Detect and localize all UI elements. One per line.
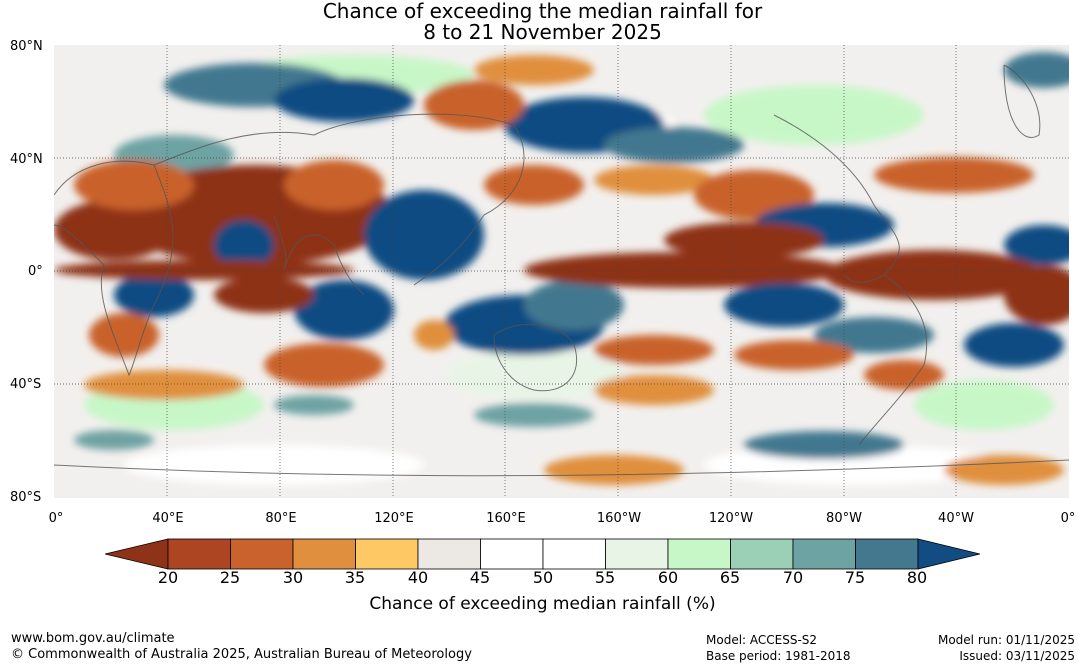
colorbar-label: Chance of exceeding median rainfall (%): [369, 594, 716, 614]
colorbar-segment: [480, 538, 544, 570]
colorbar-segment: [292, 538, 356, 570]
map-title-line1: Chance of exceeding the median rainfall …: [322, 0, 763, 23]
colorbar-tick: 75: [844, 568, 866, 587]
base-period-text: Base period: 1981-2018: [706, 649, 851, 663]
colorbar-segment: [417, 538, 481, 570]
colorbar-segment: [167, 538, 231, 570]
colorbar-tick: 60: [657, 568, 679, 587]
model-text: Model: ACCESS-S2: [706, 633, 818, 647]
lat-label-0: 0°: [28, 264, 43, 279]
colorbar-segment: [542, 538, 606, 570]
issued-text: Issued: 03/11/2025: [959, 649, 1075, 663]
colorbar-tick: 70: [782, 568, 804, 587]
map-title-line2: 8 to 21 November 2025: [423, 20, 662, 44]
colorbar-segment: [792, 538, 856, 570]
colorbar-tick: 30: [282, 568, 304, 587]
graticule: [54, 45, 1069, 498]
colorbar-tick: 50: [532, 568, 554, 587]
colorbar-segment: [230, 538, 294, 570]
colorbar-segment: [605, 538, 669, 570]
model-run-text: Model run: 01/11/2025: [937, 633, 1075, 647]
colorbar-segment: [855, 538, 919, 570]
colorbar-tick: 25: [219, 568, 241, 587]
lon-label-120w: 120°W: [708, 511, 754, 526]
lon-label-80w: 80°W: [826, 511, 862, 526]
colorbar-tick: 45: [469, 568, 491, 587]
colorbar-tick: 80: [906, 568, 928, 587]
lon-label-40e: 40°E: [152, 511, 184, 526]
colorbar-extend-high: [917, 538, 980, 570]
probability-field: [54, 52, 1069, 485]
lon-label-80e: 80°E: [265, 511, 297, 526]
colorbar-tick: 35: [344, 568, 366, 587]
colorbar-tick: 55: [594, 568, 616, 587]
colorbar-segment: [730, 538, 794, 570]
lon-label-160w: 160°W: [596, 511, 642, 526]
lon-label-120e: 120°E: [374, 511, 414, 526]
colorbar-segment: [667, 538, 731, 570]
lat-label-80n: 80°N: [10, 39, 43, 54]
copyright-text: © Commonwealth of Australia 2025, Austra…: [11, 647, 472, 662]
colorbar-tick: 65: [719, 568, 741, 587]
colorbar-tick: 40: [407, 568, 429, 587]
colorbar-tick: 20: [157, 568, 179, 587]
coastlines: [54, 64, 1069, 477]
website-text: www.bom.gov.au/climate: [11, 631, 175, 646]
lon-label-0-right: 0°: [1060, 511, 1076, 526]
lon-label-160e: 160°E: [486, 511, 526, 526]
lat-label-80s: 80°S: [10, 490, 42, 505]
colorbar-extend-low: [105, 538, 169, 570]
lon-label-40w: 40°W: [938, 511, 974, 526]
colorbar-segment: [355, 538, 419, 570]
lon-label-0: 0°: [48, 511, 64, 526]
colorbar: [105, 538, 980, 570]
lat-label-40n: 40°N: [10, 152, 43, 167]
rainfall-probability-map: [54, 45, 1069, 498]
lat-label-40s: 40°S: [10, 377, 42, 392]
